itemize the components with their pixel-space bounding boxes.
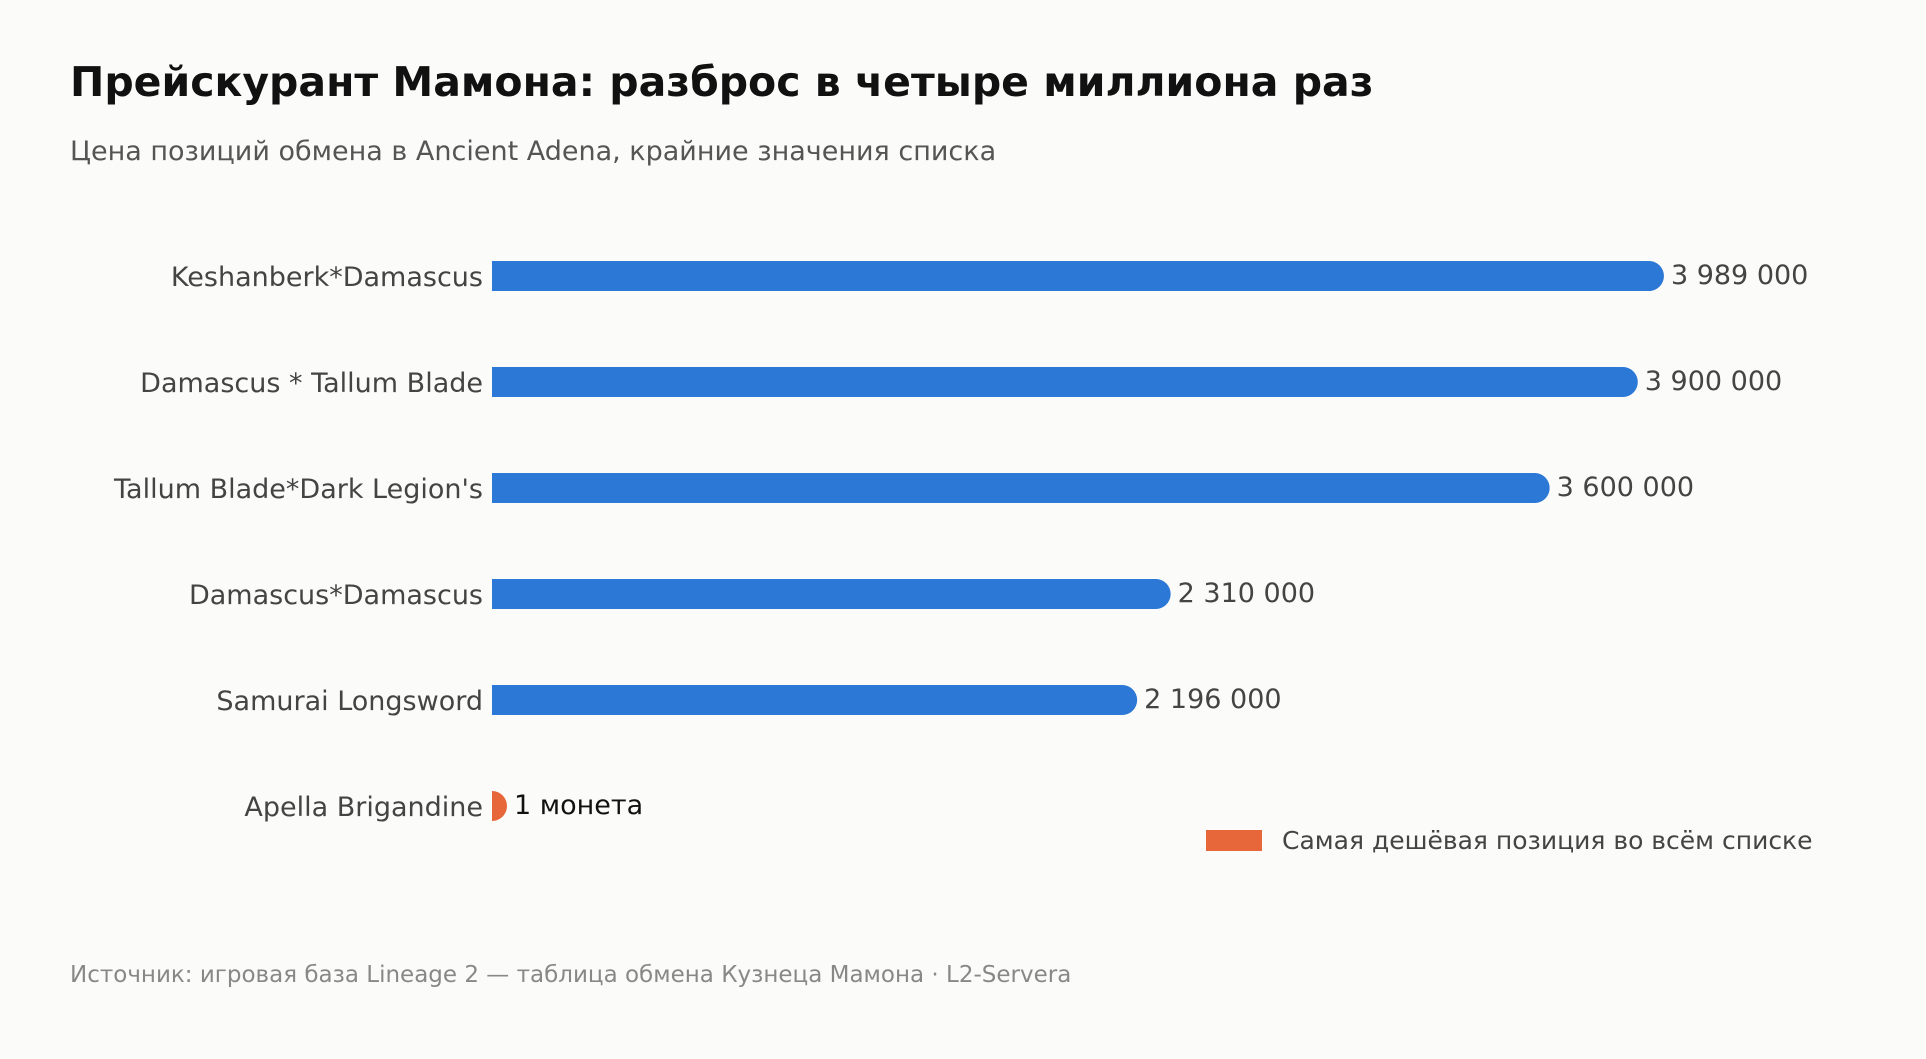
- category-label: Samurai Longsword: [216, 686, 483, 717]
- chart-title: Прейскурант Мамона: разброс в четыре мил…: [70, 58, 1374, 106]
- bar: [492, 579, 1171, 609]
- category-label: Keshanberk*Damascus: [171, 262, 483, 293]
- legend-swatch: [1206, 830, 1262, 851]
- bar: [492, 685, 1138, 715]
- legend-label: Самая дешёвая позиция во всём списке: [1282, 826, 1813, 855]
- value-label: 2 310 000: [1178, 578, 1315, 609]
- legend: Самая дешёвая позиция во всём списке: [1206, 826, 1813, 855]
- bar: [492, 261, 1664, 291]
- category-label: Damascus * Tallum Blade: [140, 368, 483, 399]
- value-label: 3 900 000: [1645, 366, 1782, 397]
- bar: [492, 367, 1638, 397]
- value-label: 3 600 000: [1557, 472, 1694, 503]
- bar: [492, 473, 1550, 504]
- bar-chart: Keshanberk*Damascus 3 989 000 Damascus * T…: [113, 260, 1808, 823]
- bar-highlight: [492, 791, 507, 821]
- category-label: Damascus*Damascus: [189, 580, 483, 611]
- value-label: 1 монета: [514, 790, 643, 821]
- value-label: 2 196 000: [1144, 684, 1281, 715]
- chart-subtitle: Цена позиций обмена в Ancient Adena, кра…: [70, 136, 997, 167]
- value-label: 3 989 000: [1671, 260, 1808, 291]
- source-note: Источник: игровая база Lineage 2 — табли…: [70, 962, 1072, 988]
- category-label: Apella Brigandine: [244, 792, 483, 823]
- category-label: Tallum Blade*Dark Legion's: [113, 474, 483, 505]
